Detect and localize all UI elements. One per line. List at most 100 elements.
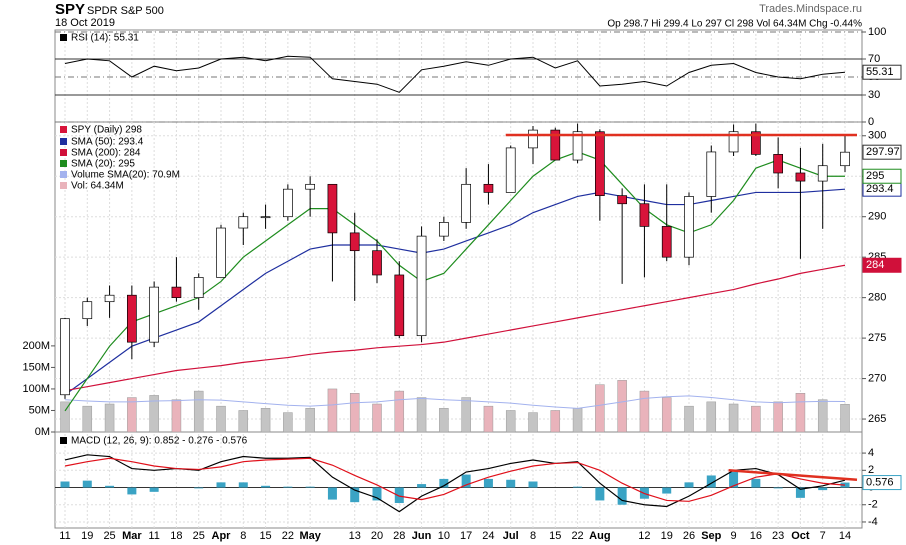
volume-tick-label: 50M [29, 404, 50, 416]
macd-histogram-bar [105, 485, 115, 488]
x-tick-label: 25 [193, 530, 205, 542]
volume-bar [817, 399, 828, 433]
y-tick-label: -4 [868, 516, 878, 528]
legend-swatch [60, 437, 67, 444]
legend-swatch [60, 149, 67, 156]
candle-body [639, 203, 650, 227]
candle-body [461, 183, 471, 223]
candle-body [595, 131, 605, 197]
macd-histogram-bar [149, 487, 159, 492]
chart-date: 18 Oct 2019 [55, 17, 115, 29]
candle-body [171, 286, 182, 298]
legend-swatch [60, 171, 67, 178]
candle-body [528, 129, 538, 149]
candle-body [684, 196, 694, 258]
y-tick-label: 2 [868, 464, 874, 476]
sma-line [64, 264, 846, 392]
volume-bar [60, 401, 70, 433]
candle-body [661, 226, 672, 258]
candle-body [439, 222, 449, 237]
x-tick-label: 11 [59, 530, 70, 542]
trendline [728, 469, 858, 482]
volume-bar [617, 380, 627, 433]
volume-bar [728, 403, 739, 433]
candle-body [773, 154, 783, 174]
legend-swatch [60, 126, 67, 133]
macd-histogram-bar [82, 480, 92, 488]
instrument-name: SPDR S&P 500 [87, 5, 164, 17]
x-tick-label: May [299, 530, 321, 542]
candle-body [349, 232, 360, 252]
volume-bar [127, 397, 137, 433]
x-tick-label: 13 [349, 530, 361, 542]
volume-bar [706, 401, 717, 433]
volume-bar [260, 408, 271, 433]
quote: Op 298.7 Hi 299.4 Lo 297 Cl 298 Vol 64.3… [607, 19, 862, 30]
x-tick-label: 22 [282, 530, 294, 542]
volume-bar [661, 397, 672, 433]
volume-bar [149, 395, 159, 433]
volume-bar [394, 390, 405, 433]
x-tick-label: 9 [731, 530, 737, 542]
panel-frame [54, 431, 863, 529]
x-tick-label: 26 [683, 530, 695, 542]
x-tick-label: 15 [549, 530, 561, 542]
x-tick-label: Apr [212, 530, 232, 542]
volume-bar [305, 408, 315, 433]
macd-histogram-bar [127, 487, 137, 495]
macd-histogram-bar [751, 478, 761, 488]
x-tick-label: 16 [750, 530, 762, 542]
macd-histogram-bar [617, 487, 627, 505]
macd-histogram-bar [528, 481, 538, 488]
macd-histogram-bar [238, 482, 248, 488]
macd-histogram-bar [350, 487, 360, 503]
volume-tick-label: 200M [22, 340, 50, 352]
x-tick-label: Sep [701, 530, 721, 542]
volume-bar [193, 390, 204, 433]
volume-bar [639, 390, 650, 433]
value-box-label: 295 [866, 170, 884, 182]
x-tick-label: 23 [772, 530, 784, 542]
legend-label: SMA (200): 284 [71, 148, 141, 159]
value-box-label: 55.31 [866, 66, 894, 78]
macd-histogram-bar [372, 487, 382, 501]
candle-body [127, 294, 137, 343]
y-tick-label: 290 [868, 211, 886, 223]
legend-label: RSI (14): 55.31 [71, 33, 139, 44]
macd-histogram-bar [773, 487, 783, 489]
source: Trades.Mindspace.ru [759, 3, 862, 15]
candle-body [795, 172, 806, 182]
macd-histogram-bar [261, 485, 271, 488]
candle-body [572, 131, 583, 161]
legend-label: SMA (20): 295 [71, 159, 135, 170]
x-tick-label: 12 [638, 530, 650, 542]
value-box-label: 297.97 [866, 146, 900, 158]
macd-histogram-bar [417, 484, 427, 488]
legend-label: Volume SMA(20): 70.9M [71, 170, 180, 181]
legend-label: SPY (Daily) 298 [71, 125, 142, 136]
value-box-label: 0.576 [866, 476, 894, 488]
candle-body [238, 216, 249, 229]
x-tick-label: 8 [530, 530, 536, 542]
macd-histogram-bar [684, 482, 694, 488]
ticker: SPY [55, 1, 85, 18]
candle-body [260, 216, 271, 219]
macd-histogram-bar [662, 487, 672, 494]
macd-histogram-bar [461, 474, 471, 488]
candle-body [751, 131, 761, 155]
sma-line [64, 151, 845, 412]
x-tick-label: Jul [503, 530, 519, 542]
x-tick-label: Jun [412, 530, 432, 542]
volume-bar [461, 397, 471, 433]
y-tick-label: 30 [868, 89, 880, 101]
candle-body [817, 165, 828, 182]
macd-histogram-bar [283, 486, 293, 488]
x-tick-label: 15 [259, 530, 271, 542]
y-tick-label: 4 [868, 447, 874, 459]
volume-bar [327, 388, 338, 433]
macd-histogram-bar [394, 487, 404, 504]
candle-body [505, 147, 516, 193]
macd-histogram-bar [194, 487, 204, 489]
candle-body [149, 286, 159, 343]
macd-histogram-bar [795, 487, 805, 498]
